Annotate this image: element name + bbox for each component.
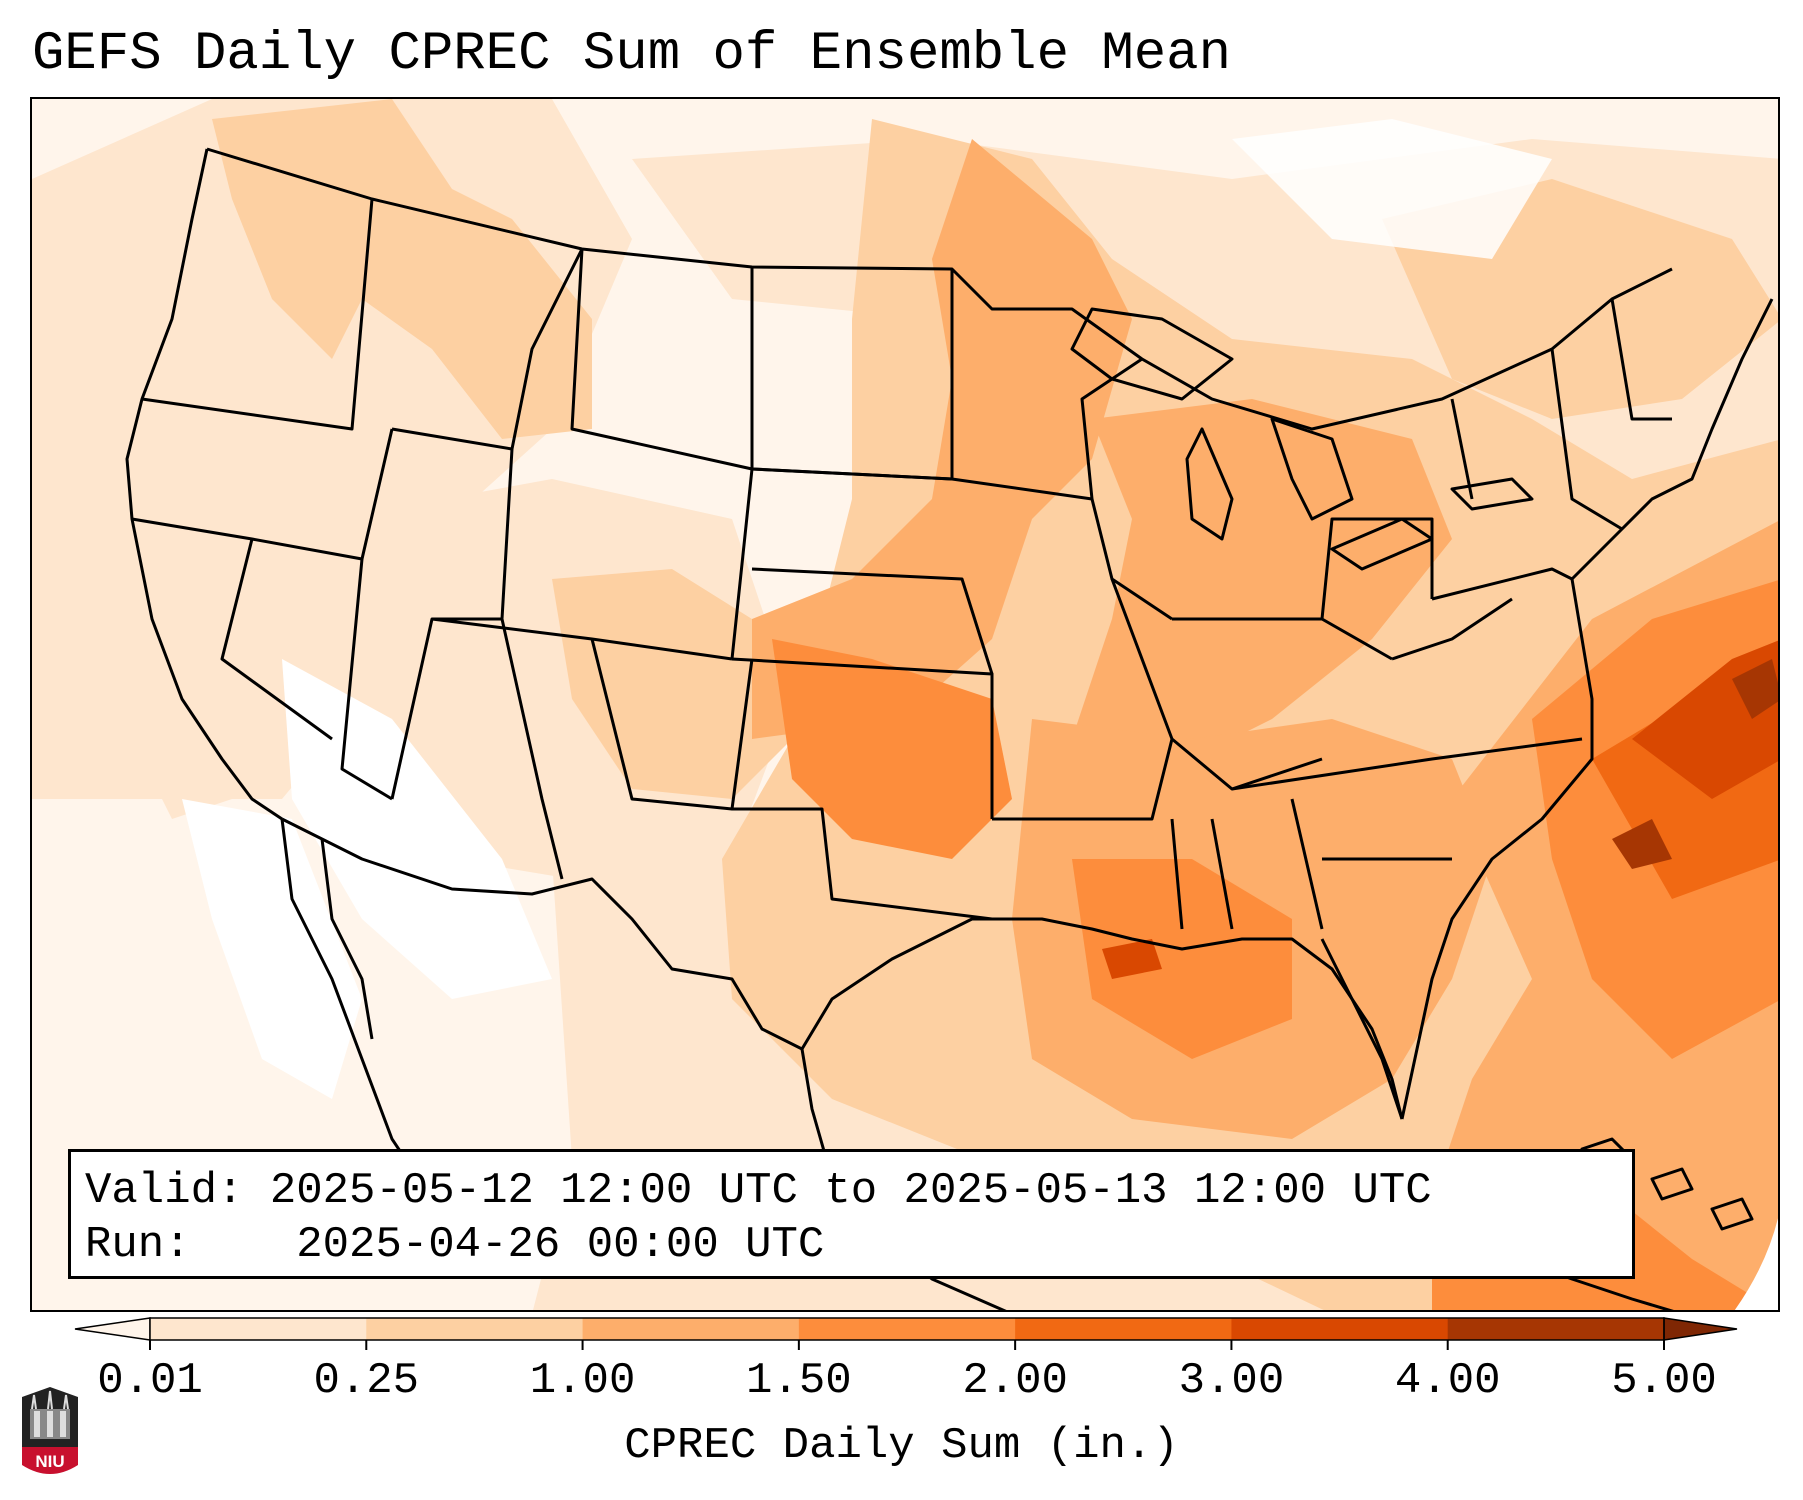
state-border: [1110, 578, 1323, 791]
gulf-coastline: [800, 917, 1404, 1120]
bahamas-island: [1650, 1167, 1694, 1201]
map-canvas: [32, 99, 1778, 1310]
state-border: [732, 807, 993, 921]
colorbar-tick-label: 0.25: [313, 1356, 420, 1406]
colorbar-tick-label: 5.00: [1611, 1356, 1717, 1406]
lake-erie: [1330, 517, 1434, 571]
colorbar-extend-low: [74, 1317, 151, 1341]
state-border: [390, 448, 514, 800]
lake-ontario: [1450, 477, 1534, 511]
east-coastline: [1400, 298, 1774, 1120]
logo-text: NIU: [35, 1452, 64, 1471]
run-value: 2025-04-26 00:00 UTC: [296, 1220, 825, 1270]
us-canada-border: [206, 147, 1673, 431]
state-border: [340, 558, 393, 801]
page-title: GEFS Daily CPREC Sum of Ensemble Mean: [32, 24, 1231, 85]
state-border: [751, 567, 994, 675]
state-border: [1231, 737, 1583, 791]
state-border: [131, 428, 394, 561]
state-border: [1290, 798, 1324, 930]
state-border: [391, 248, 584, 451]
state-border: [220, 538, 333, 741]
state-border: [1080, 357, 1143, 500]
valid-row: Valid: 2025-05-12 12:00 UTC to 2025-05-1…: [85, 1164, 1618, 1218]
projection-edge: [1734, 1218, 1778, 1310]
state-border: [590, 638, 754, 811]
lake-michigan: [1185, 427, 1234, 541]
colorbar-cell: [150, 1318, 367, 1340]
colorbar-cells: [74, 1317, 1738, 1341]
state-border: [500, 618, 564, 880]
state-border: [1550, 348, 1623, 531]
lake-huron: [1270, 417, 1354, 521]
baja-coastline: [320, 838, 374, 1040]
state-border: [1431, 567, 1573, 601]
valid-value: 2025-05-12 12:00 UTC to 2025-05-13 12:00…: [269, 1166, 1432, 1216]
state-border: [992, 738, 1174, 821]
state-border: [1320, 517, 1434, 620]
colorbar-cell: [1015, 1318, 1232, 1340]
colorbar: [74, 1317, 1738, 1350]
colorbar-tick-label: 1.50: [746, 1356, 852, 1406]
colorbar-tick-label: 3.00: [1178, 1356, 1285, 1406]
colorbar-tick-label: 2.00: [962, 1356, 1068, 1406]
florida-coastline: [1320, 938, 1404, 1120]
state-border: [951, 477, 1173, 621]
state-border: [1391, 597, 1513, 661]
run-info-box: Valid: 2025-05-12 12:00 UTC to 2025-05-1…: [68, 1149, 1635, 1279]
colorbar-cell: [582, 1318, 800, 1340]
colorbar-outline: [149, 1317, 1665, 1341]
state-border: [1610, 298, 1672, 421]
state-border: [141, 198, 374, 431]
run-row: Run: 2025-04-26 00:00 UTC: [85, 1218, 1618, 1272]
colorbar-cell: [366, 1318, 584, 1340]
bahamas-island: [1710, 1197, 1754, 1231]
colorbar-extend-high: [1663, 1317, 1738, 1341]
colorbar-tick-label: 4.00: [1394, 1356, 1501, 1406]
run-label: Run:: [85, 1220, 191, 1270]
state-border: [1450, 398, 1474, 500]
colorbar-ticks: [149, 1340, 1665, 1350]
colorbar-cell: [1447, 1318, 1665, 1340]
state-border: [1210, 818, 1234, 930]
colorbar-label: CPREC Daily Sum (in.): [624, 1421, 1179, 1471]
state-border: [1170, 818, 1184, 930]
colorbar-tick-label: 0.01: [97, 1356, 203, 1406]
colorbar-tick-label: 1.00: [529, 1356, 636, 1406]
us-mexico-border: [281, 817, 803, 1051]
lake-superior: [1070, 307, 1234, 401]
precipitation-map: Valid: 2025-05-12 12:00 UTC to 2025-05-1…: [30, 97, 1780, 1312]
colorbar-cell: [798, 1318, 1016, 1340]
niu-logo: NIU: [22, 1387, 78, 1474]
colorbar-cell: [1231, 1318, 1449, 1340]
valid-label: Valid:: [85, 1166, 244, 1216]
